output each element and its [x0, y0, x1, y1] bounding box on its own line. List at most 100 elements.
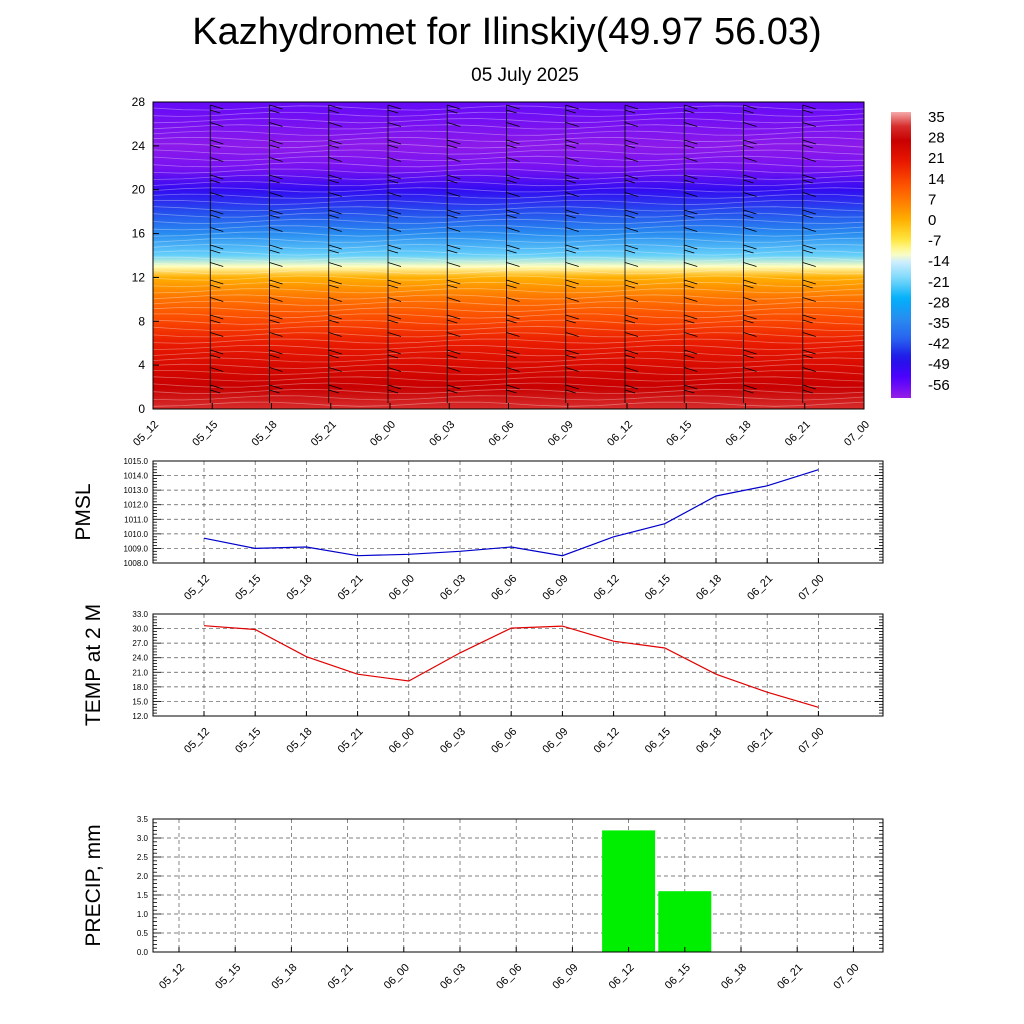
ytick-label: 1012.0: [124, 501, 149, 510]
contour-line: [153, 269, 864, 275]
wind-barb-flag: [624, 349, 639, 355]
wind-barb-flag: [802, 209, 816, 215]
contour-line: [153, 325, 864, 332]
wind-barb-flag: [624, 139, 639, 145]
wind-barb-flag: [802, 104, 816, 110]
wind-barb-flag: [624, 314, 639, 320]
wind-barb-flag: [447, 122, 461, 127]
wind-barb-flag: [328, 319, 339, 324]
wind-barb-flag: [565, 144, 576, 149]
wind-barb-flag: [506, 284, 517, 289]
xtick-label: 06_09: [540, 726, 570, 756]
wind-barb-flag: [802, 349, 816, 355]
wind-barb-flag: [210, 367, 224, 372]
wind-barb-flag: [506, 192, 520, 197]
wind-barb-flag: [328, 104, 342, 110]
wind-barb-flag: [328, 349, 342, 355]
wind-barb-flag: [684, 244, 698, 250]
contour-lines: [153, 105, 864, 407]
wind-barb-flag: [684, 279, 698, 285]
wind-barb-flag: [684, 332, 698, 337]
cross-section-xtick-label: 06_21: [783, 419, 813, 449]
wind-barb-flag: [328, 262, 342, 267]
wind-barb-flag: [210, 214, 221, 219]
wind-barb-flag: [328, 174, 342, 180]
wind-barb-flag: [447, 389, 458, 394]
precip-panel: 0.0 0.5 1.0 1.5 2.0 2.5 3.0 3.5 05_12 05_15 05_18 0…: [82, 815, 884, 992]
ytick-label: 18.0: [132, 683, 148, 692]
wind-barb-flag: [447, 284, 458, 289]
wind-barb-flag: [269, 284, 280, 289]
wind-barb-flag: [387, 144, 399, 149]
wind-barb-flag: [387, 279, 402, 285]
wind-barb-flag: [565, 349, 579, 355]
wind-barb-flag: [387, 227, 402, 232]
wind-barb-flag: [447, 354, 458, 359]
xtick-label: 06_00: [382, 962, 412, 992]
wind-barb-flag: [565, 192, 579, 197]
wind-barb-flag: [624, 249, 636, 254]
wind-barb-flag: [328, 332, 342, 337]
colorbar-label: 7: [928, 191, 936, 208]
temperature-field: [153, 102, 864, 409]
wind-barb-flag: [743, 227, 757, 232]
contour-line: [153, 306, 864, 313]
wind-barb-flag: [387, 109, 399, 114]
wind-barb-flag: [387, 284, 399, 289]
colorbar-label: -56: [928, 377, 950, 394]
wind-barb-flag: [624, 122, 639, 127]
wind-barb-flag: [565, 227, 579, 232]
wind-barb-flag: [506, 354, 517, 359]
wind-barb-flag: [684, 139, 698, 145]
wind-barb-flag: [624, 192, 639, 197]
wind-barb-flag: [743, 314, 757, 320]
wind-barb-flag: [387, 174, 402, 180]
wind-barb-flag: [802, 144, 813, 149]
wind-barb-flag: [328, 192, 342, 197]
wind-barb-flag: [210, 174, 224, 180]
wind-barb-flag: [506, 349, 520, 355]
cross-section-ytick-label: 20: [132, 183, 146, 197]
wind-barb-flag: [269, 244, 283, 250]
wind-barb-flag: [684, 314, 698, 320]
wind-barb-flag: [387, 244, 402, 250]
wind-barb-flag: [743, 179, 754, 184]
wind-barb-flag: [684, 227, 698, 232]
wind-barb-flag: [684, 319, 695, 324]
xtick-label: 06_21: [745, 726, 775, 756]
xtick-label: 06_15: [663, 962, 693, 992]
contour-line: [153, 149, 864, 155]
wind-barb-flag: [565, 174, 579, 180]
wind-barb-flag: [328, 367, 342, 372]
wind-barb-flag: [269, 122, 283, 127]
wind-barb-flag: [210, 109, 221, 114]
wind-barb-flag: [269, 279, 283, 285]
ytick-label: 3.0: [137, 834, 149, 843]
wind-barb-flag: [506, 262, 520, 267]
wind-barb-flag: [269, 179, 280, 184]
wind-barb-flag: [565, 104, 579, 110]
wind-barb-flag: [743, 332, 757, 337]
wind-barb-flag: [387, 139, 402, 145]
contour-line: [153, 262, 864, 269]
wind-barb-flag: [802, 284, 813, 289]
wind-barb-flag: [743, 384, 757, 390]
contour-line: [153, 162, 864, 168]
wind-barb-flag: [624, 109, 636, 114]
wind-barb-flag: [447, 157, 461, 162]
ytick-label: 3.5: [137, 815, 149, 824]
wind-barb-flag: [506, 314, 520, 320]
wind-barb-flag: [802, 192, 816, 197]
wind-barb-flag: [565, 284, 576, 289]
wind-barb-flag: [743, 319, 754, 324]
wind-barb-flag: [447, 279, 461, 285]
wind-barbs: [209, 104, 816, 403]
wind-barb-flag: [684, 249, 695, 254]
wind-barb-flag: [565, 297, 579, 302]
wind-barb-flag: [269, 174, 283, 180]
wind-barb-flag: [210, 262, 224, 267]
wind-barb-flag: [387, 192, 402, 197]
xtick-label: 06_00: [387, 573, 417, 603]
wind-barb-flag: [328, 284, 339, 289]
contour-line: [153, 300, 864, 306]
